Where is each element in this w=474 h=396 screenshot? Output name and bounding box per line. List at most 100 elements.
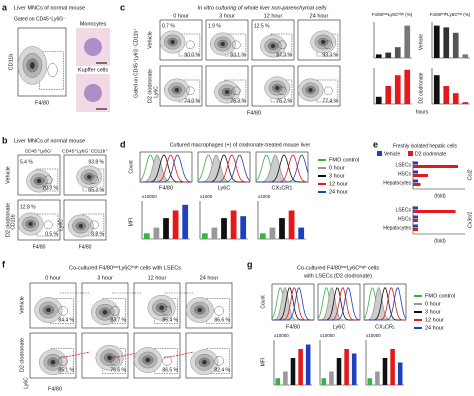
bar bbox=[172, 210, 179, 239]
label: 12 hour bbox=[264, 13, 283, 19]
bar bbox=[462, 102, 469, 104]
bar bbox=[413, 161, 418, 165]
flow-density bbox=[197, 307, 203, 313]
label: Gated on CD45⁺Ly6G⁻ bbox=[14, 16, 66, 22]
flow-density bbox=[277, 40, 287, 49]
bar bbox=[163, 218, 169, 239]
bar bbox=[394, 75, 401, 104]
bar bbox=[182, 204, 189, 239]
flow-density bbox=[231, 40, 241, 49]
label: CD45⁺Ly6G⁻ bbox=[25, 148, 54, 154]
flow-density bbox=[89, 175, 99, 185]
bar bbox=[344, 349, 349, 385]
flow-density bbox=[224, 89, 230, 95]
arrow bbox=[163, 351, 195, 359]
label: 12.8 % bbox=[20, 204, 36, 210]
legend-label: 24 hour bbox=[329, 189, 348, 195]
panel-label: g bbox=[247, 259, 253, 269]
plot-frame bbox=[63, 154, 107, 196]
legend-label: 24 hour bbox=[425, 325, 444, 331]
label: 1.9 % bbox=[208, 23, 221, 29]
legend-label: FMO control bbox=[329, 157, 359, 163]
label: 3 hour bbox=[97, 275, 113, 281]
label: 65.3 % bbox=[88, 187, 104, 193]
label: x10000 bbox=[320, 333, 335, 338]
bar bbox=[153, 227, 160, 239]
label: 75.3 % bbox=[230, 98, 246, 104]
bar bbox=[290, 358, 296, 385]
label: x10000 bbox=[142, 194, 157, 199]
label: CD45⁺Ly6G⁻CD11b⁺ bbox=[62, 148, 108, 154]
legend-label: 12 hour bbox=[329, 181, 348, 187]
flow-density bbox=[145, 357, 151, 363]
legend-label: Vehicle bbox=[384, 151, 400, 157]
bar bbox=[221, 218, 227, 239]
flow-density bbox=[170, 39, 175, 45]
label: 86.5 % bbox=[162, 367, 178, 373]
arrow bbox=[59, 351, 91, 359]
label: Ly6C bbox=[23, 377, 29, 389]
bar bbox=[413, 215, 418, 219]
flow-density bbox=[89, 220, 99, 230]
label: 85.4 % bbox=[162, 317, 178, 323]
label: Gated on CD45⁺Ly6G⁻CD11b⁺ bbox=[133, 28, 139, 98]
plot-frame bbox=[159, 19, 203, 61]
label: 83.7 % bbox=[110, 317, 126, 323]
plot-frame bbox=[185, 332, 233, 379]
plot-frame bbox=[251, 19, 295, 61]
bar bbox=[413, 206, 418, 210]
label: x10000 bbox=[366, 333, 381, 338]
label: F4/80 bbox=[247, 110, 261, 116]
panel-label: d bbox=[120, 139, 126, 149]
bar bbox=[413, 179, 418, 183]
flow-density bbox=[277, 86, 287, 96]
label: Kupffer cells bbox=[78, 67, 108, 73]
label: 0 hour bbox=[45, 275, 61, 281]
label: 8.8 % bbox=[91, 231, 104, 237]
bar bbox=[413, 210, 456, 213]
bar bbox=[397, 362, 403, 385]
bar bbox=[211, 227, 218, 239]
label: MFI bbox=[128, 218, 134, 227]
label: D2 clodronate bbox=[418, 72, 424, 103]
panel-label: e bbox=[373, 139, 378, 149]
label: Ccl2 bbox=[467, 169, 473, 180]
flow-density bbox=[270, 43, 276, 49]
label: Liver MNCs of normal mouse bbox=[14, 5, 85, 11]
flow-density bbox=[162, 356, 172, 366]
label: 77.4 % bbox=[322, 98, 338, 104]
panel-label: f bbox=[2, 259, 6, 269]
label: 84.4 % bbox=[58, 317, 74, 323]
label: HSCs bbox=[398, 171, 412, 177]
bar bbox=[394, 47, 401, 58]
label: 20.3 % bbox=[42, 185, 58, 191]
label: CD11b bbox=[8, 54, 14, 71]
label: MFI bbox=[260, 358, 266, 367]
label: 76.2 % bbox=[276, 98, 292, 104]
bar bbox=[404, 69, 411, 104]
flow-density bbox=[102, 309, 108, 315]
label: 12.5 % bbox=[254, 23, 270, 29]
flow-density bbox=[45, 307, 51, 313]
flow-density bbox=[220, 41, 226, 47]
flow-density bbox=[58, 356, 68, 366]
legend-label: 0 hour bbox=[425, 301, 441, 307]
bar bbox=[269, 227, 276, 239]
label: LSECs bbox=[395, 207, 411, 213]
legend-swatch bbox=[408, 151, 413, 156]
bar bbox=[321, 378, 327, 385]
plot-frame bbox=[133, 282, 181, 329]
label: LSECs bbox=[395, 162, 411, 168]
flow-density bbox=[201, 359, 207, 365]
flow-gate bbox=[39, 51, 64, 90]
plot-frame bbox=[63, 199, 107, 241]
flow-density bbox=[214, 356, 224, 366]
label: x1000 bbox=[258, 194, 271, 199]
legend-label: D2 clodronate bbox=[415, 151, 446, 157]
bar bbox=[385, 86, 392, 104]
bar bbox=[298, 349, 303, 385]
legend-label: 0 hour bbox=[329, 165, 345, 171]
bar bbox=[413, 174, 428, 177]
flow-density bbox=[43, 220, 53, 230]
label: Vehicle bbox=[418, 34, 424, 50]
